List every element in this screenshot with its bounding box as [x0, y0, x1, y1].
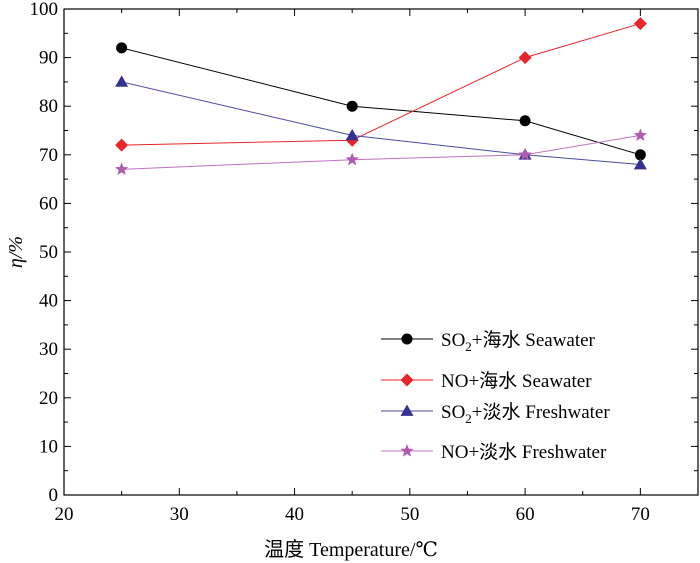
legend-label-main: NO+海水 Seawater — [441, 370, 592, 392]
data-point — [518, 147, 532, 161]
data-point — [116, 42, 128, 54]
legend-label: NO+海水 Seawater — [441, 370, 592, 392]
axes: 20 30 40 50 60 70 0 10 20 30 40 50 60 70 80 90 100 温度 Tem… — [5, 0, 699, 561]
legend-label-subscript: 2 — [465, 339, 472, 354]
data-point — [633, 158, 647, 170]
legend-marker — [400, 373, 414, 387]
y-tick-label: 40 — [39, 291, 58, 312]
series-line — [121, 23, 641, 146]
legend-label: SO2+淡水 Freshwater — [441, 401, 610, 426]
y-tick-label: 0 — [49, 485, 59, 506]
x-tick-label: 50 — [400, 504, 419, 525]
data-point — [345, 128, 359, 141]
y-tick-label: 10 — [39, 436, 58, 457]
data-point — [519, 115, 531, 127]
data-point — [345, 152, 359, 166]
legend-label: SO2+海水 Seawater — [441, 329, 596, 354]
data-point — [633, 128, 648, 142]
legend-entry: NO+淡水 Freshwater — [381, 441, 607, 463]
y-tick-label: 20 — [39, 388, 58, 409]
data-point — [115, 138, 129, 152]
y-tick-label: 90 — [39, 48, 58, 69]
data-point — [634, 149, 646, 161]
x-tick-label: 70 — [631, 504, 650, 525]
legend-marker — [400, 444, 414, 457]
legend-marker — [400, 404, 414, 416]
legend-label: NO+淡水 Freshwater — [441, 441, 607, 463]
legend-entry: NO+海水 Seawater — [381, 370, 592, 392]
y-tick-label: 60 — [39, 193, 58, 214]
series-3 — [114, 128, 648, 176]
data-point — [518, 51, 532, 65]
x-tick-label: 20 — [55, 504, 74, 525]
legend-marker — [401, 333, 413, 345]
data-point — [115, 75, 129, 87]
series-line — [121, 47, 641, 156]
legend-label-main: NO+淡水 Freshwater — [441, 441, 607, 463]
x-tick-label: 30 — [170, 504, 189, 525]
legend-label-subscript: 2 — [465, 411, 472, 426]
series-1 — [115, 17, 647, 152]
data-point — [346, 100, 358, 112]
data-point — [114, 162, 129, 176]
legend-entry: SO2+海水 Seawater — [381, 329, 596, 354]
y-tick-label: 30 — [39, 339, 58, 360]
legend-label-rest: +淡水 Freshwater — [472, 401, 611, 423]
y-tick-label: 100 — [30, 0, 59, 20]
y-tick-label: 80 — [39, 96, 58, 117]
y-tick-label: 50 — [39, 242, 58, 263]
x-tick-label: 60 — [516, 504, 535, 525]
legend-label-main: SO — [441, 402, 465, 423]
series-2 — [115, 75, 647, 170]
legend-label-main: SO — [441, 330, 465, 351]
legend-label-rest: +海水 Seawater — [472, 329, 596, 351]
series-0 — [116, 42, 646, 161]
y-axis-label: η/% — [5, 236, 27, 268]
x-tick-label: 40 — [285, 504, 304, 525]
x-axis-label: 温度 Temperature/℃ — [264, 538, 438, 561]
y-tick-label: 70 — [39, 145, 58, 166]
series-layer — [114, 17, 648, 176]
data-point — [633, 17, 647, 31]
legend-entry: SO2+淡水 Freshwater — [381, 401, 610, 426]
series-line — [121, 134, 641, 170]
series-line — [121, 81, 641, 165]
